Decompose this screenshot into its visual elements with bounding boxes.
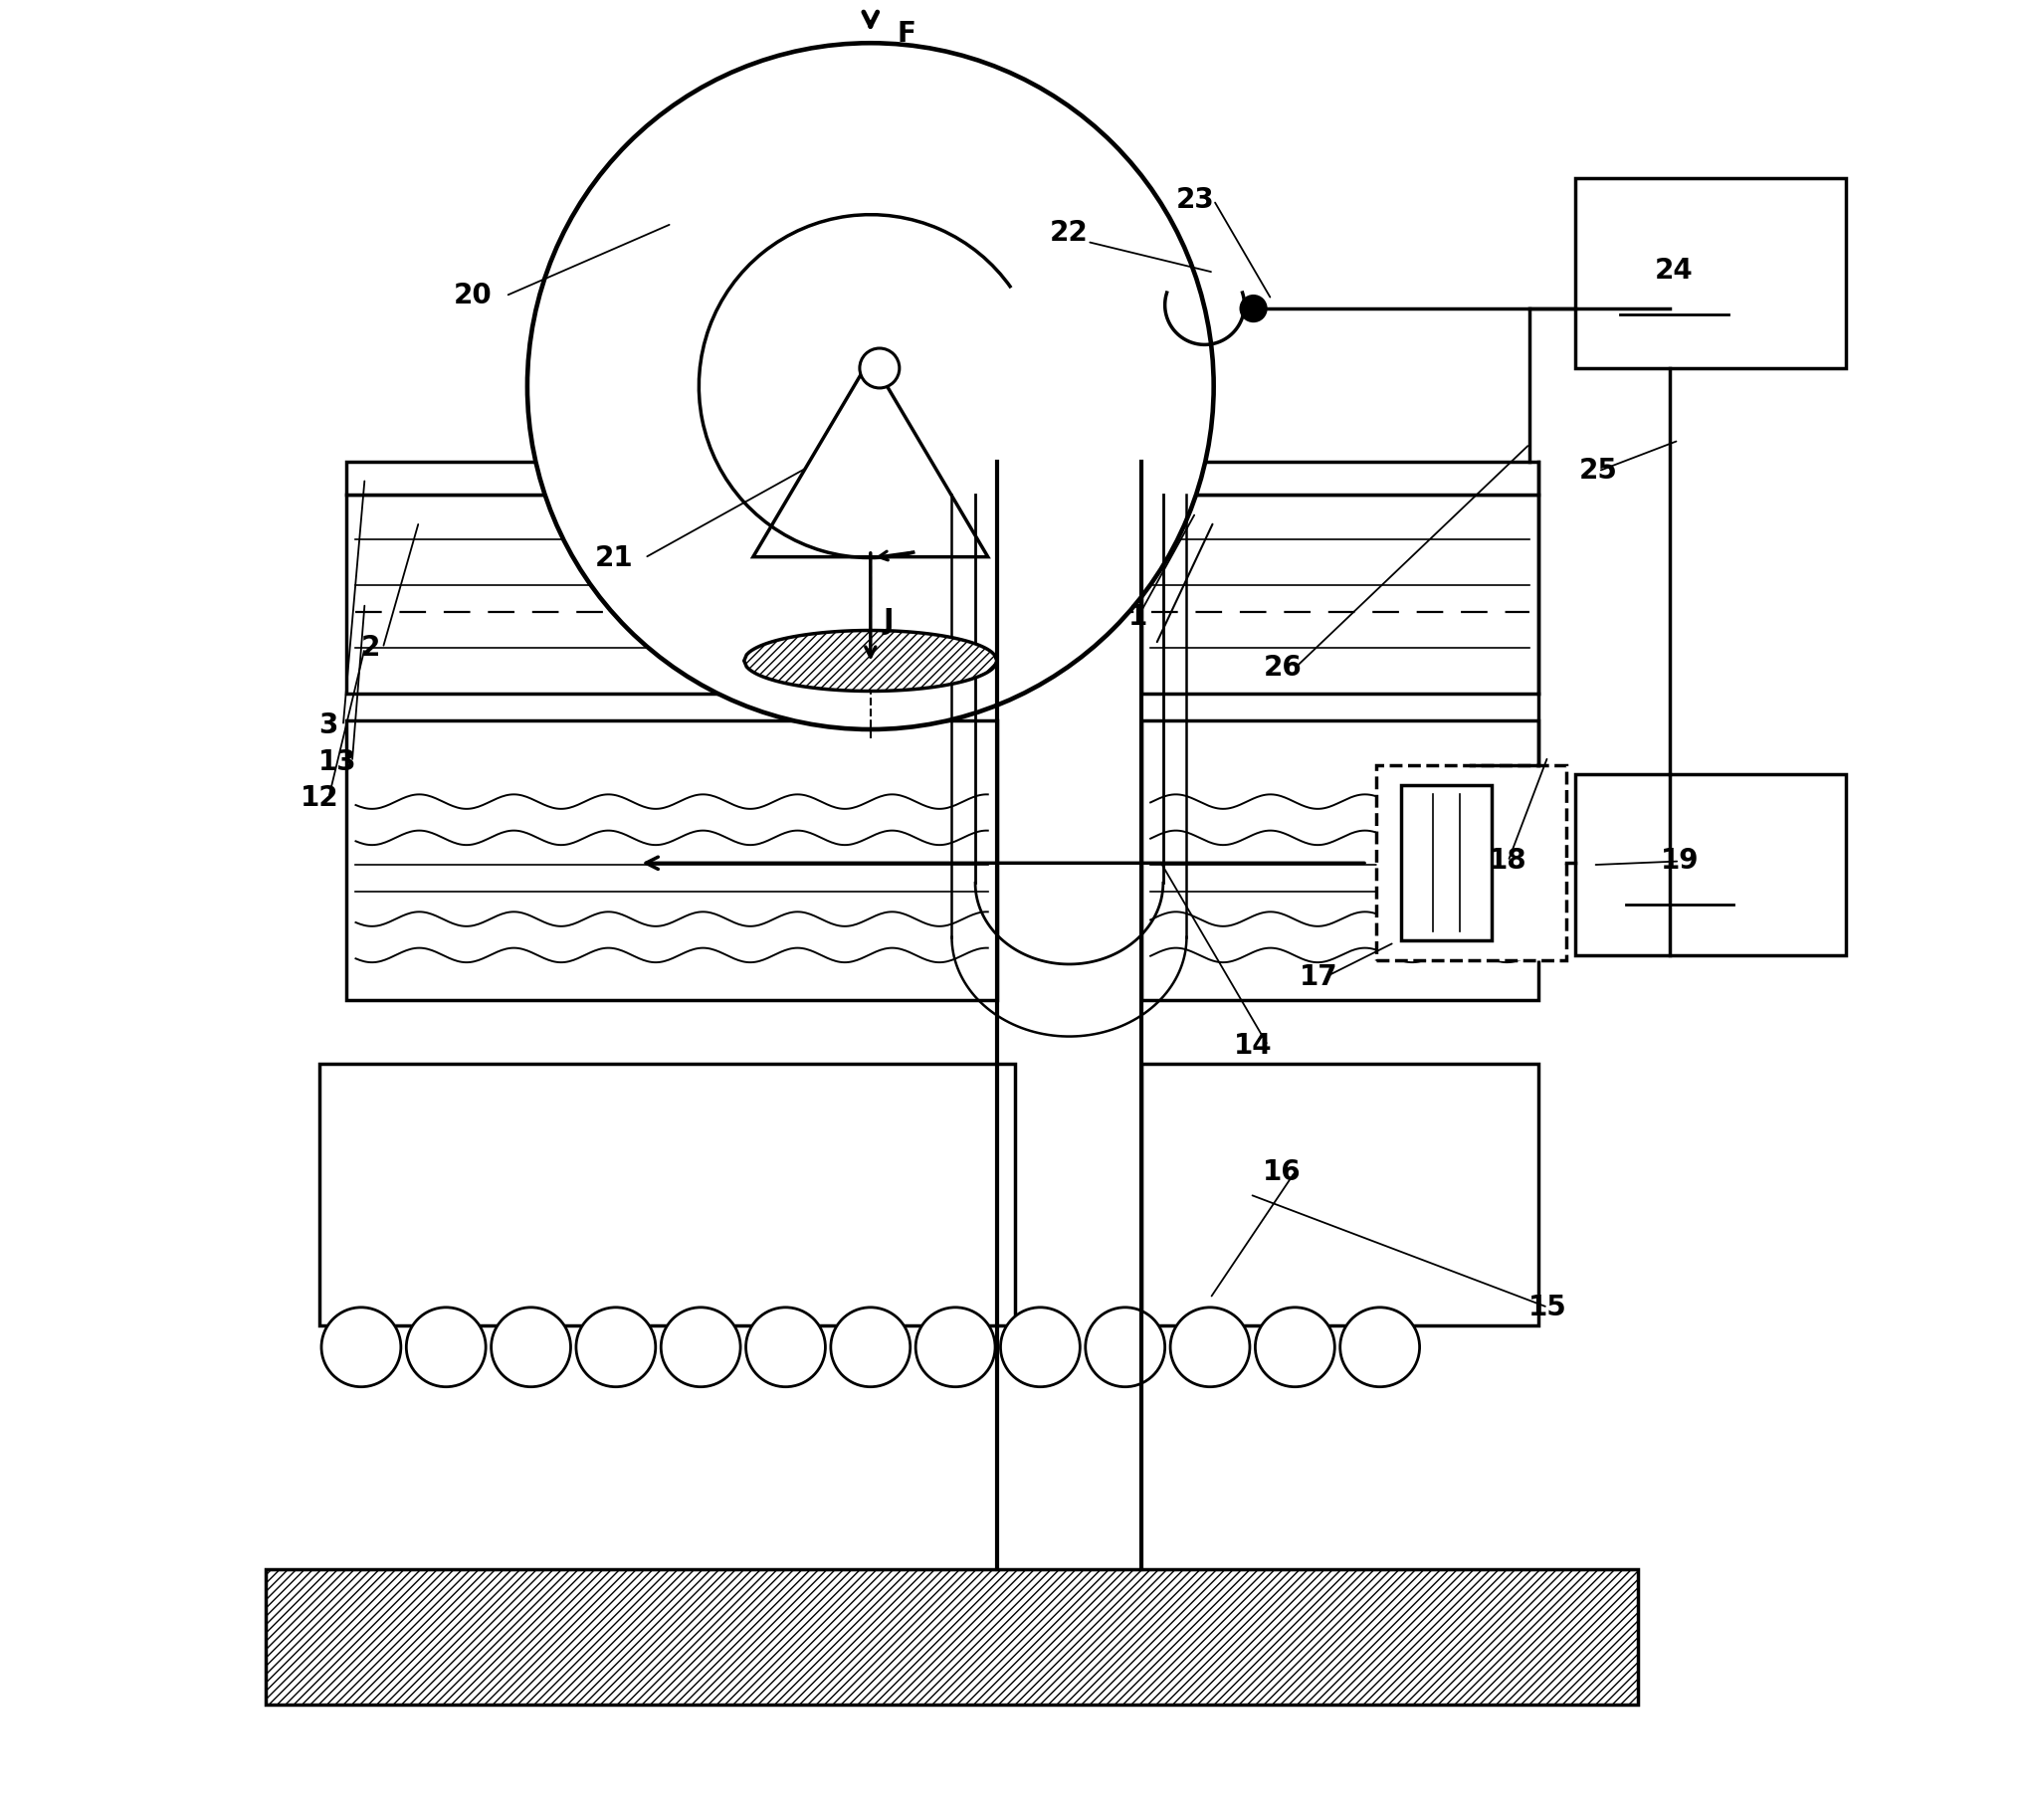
Text: 17: 17 [1299,963,1337,990]
Text: J: J [883,608,893,635]
Circle shape [1086,1307,1165,1387]
Circle shape [745,1307,826,1387]
Bar [1140,721,1538,1001]
Bar [1575,775,1844,956]
Text: 1: 1 [1128,604,1146,632]
Text: 15: 15 [1528,1294,1566,1321]
Text: 16: 16 [1262,1158,1301,1187]
Circle shape [830,1307,909,1387]
Circle shape [491,1307,570,1387]
Circle shape [1254,1307,1333,1387]
Circle shape [576,1307,655,1387]
Circle shape [915,1307,994,1387]
Text: 26: 26 [1262,653,1301,682]
Text: 2: 2 [361,633,379,662]
Text: 3: 3 [319,712,339,739]
Circle shape [1240,297,1266,320]
Circle shape [1339,1307,1418,1387]
Bar [1140,495,1538,693]
Text: 18: 18 [1487,848,1526,875]
Bar [347,462,1538,495]
Bar [347,721,996,1001]
Circle shape [1000,1307,1079,1387]
Bar [1575,178,1844,368]
Text: 13: 13 [319,748,357,775]
Bar [1140,1063,1538,1325]
Text: 14: 14 [1234,1032,1272,1059]
Circle shape [1171,1307,1250,1387]
Bar [319,1063,1014,1325]
Text: 23: 23 [1175,186,1213,215]
Text: 22: 22 [1049,218,1088,248]
Polygon shape [753,359,988,557]
Bar [1400,786,1491,941]
Circle shape [858,348,899,388]
Text: 21: 21 [594,544,633,571]
Text: 12: 12 [300,784,339,812]
Circle shape [661,1307,741,1387]
Bar [266,1569,1637,1705]
Circle shape [321,1307,400,1387]
Circle shape [528,44,1213,730]
Bar [347,495,996,693]
Text: 20: 20 [454,282,493,309]
Text: 24: 24 [1654,257,1692,284]
Text: 25: 25 [1579,457,1617,484]
Text: F: F [897,20,915,47]
Bar [1376,766,1564,961]
Text: 19: 19 [1660,848,1698,875]
Polygon shape [745,630,996,692]
Circle shape [406,1307,485,1387]
